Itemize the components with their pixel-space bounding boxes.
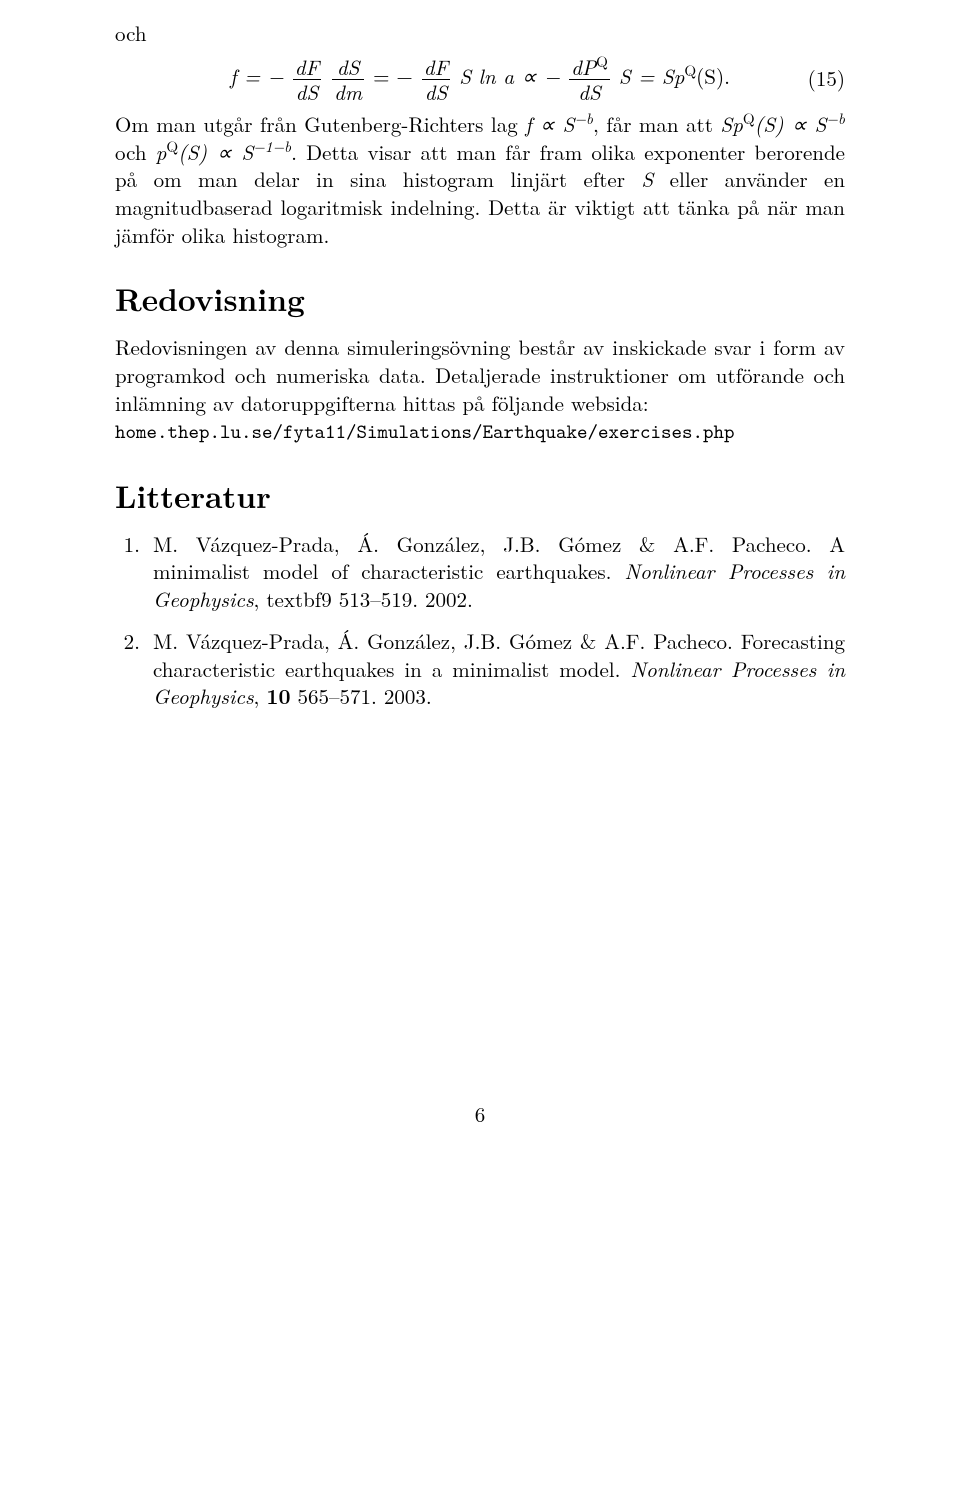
paragraph-1: Om man utgår från Gutenberg-Richters lag… [115, 111, 845, 250]
eq-rhs-sup: Q [684, 60, 696, 81]
eq-frac-1-bot: dS [293, 80, 321, 103]
ref2-vol: 10 [266, 681, 290, 711]
heading-redovisning: Redovisning [115, 279, 845, 320]
eq-eq1: = − [373, 61, 413, 91]
equation-number: (15) [790, 65, 845, 93]
page-number: 6 [115, 1101, 845, 1129]
eq-frac-2-bot: dm [332, 80, 364, 103]
eq-rhs-post: (S). [696, 61, 730, 91]
reference-list: M. Vázquez-Prada, Á. González, J.B. Góme… [115, 531, 845, 711]
eq-rhs-pre: S = Sp [619, 61, 684, 91]
eq-mid: S ln a ∝ − [459, 61, 560, 91]
p1-t3: , får man att [593, 109, 720, 139]
paragraph-2: Redovisningen av denna simuleringsövning… [115, 334, 845, 446]
eq-frac-4-top-sup: Q [596, 51, 608, 72]
p2-t1: Redovisningen av denna simuleringsövning… [115, 332, 845, 417]
p1-t8sup: −1−b [253, 136, 291, 157]
p1-t5sup: −b [826, 108, 845, 129]
p1-t7sup: Q [166, 136, 178, 157]
eq-frac-3: dF dS [422, 56, 450, 103]
p1-t4: Sp [720, 109, 743, 139]
p1-t10: S [641, 164, 653, 194]
eq-frac-4-bot: dS [569, 80, 610, 103]
eq-frac-4: dPQ dS [569, 56, 610, 103]
reference-item-2: M. Vázquez-Prada, Á. González, J.B. Góme… [147, 628, 845, 711]
p1-t8: (S) ∝ S [178, 137, 253, 167]
p1-t7: p [156, 137, 167, 167]
heading-litteratur: Litteratur [115, 476, 845, 517]
p1-t2sup: −b [574, 108, 593, 129]
p1-t6: och [115, 137, 156, 167]
ref2-rest-pre: , [254, 681, 267, 711]
equation-body: f = − dF dS dS dm = − dF dS S ln a ∝ − d… [170, 56, 790, 103]
ref1-rest: , textbf9 513–519. 2002. [254, 584, 473, 614]
equation-row: f = − dF dS dS dm = − dF dS S ln a ∝ − d… [115, 56, 845, 103]
p2-code: home.thep.lu.se/fyta11/Simulations/Earth… [115, 419, 735, 445]
intro-word: och [115, 20, 845, 48]
reference-item-1: M. Vázquez-Prada, Á. González, J.B. Góme… [147, 531, 845, 614]
ref1-authors: M. Vázquez-Prada, Á. González, J.B. Góme… [153, 529, 829, 559]
ref2-authors: M. Vázquez-Prada, Á. González, J.B. Góme… [153, 626, 741, 656]
p1-t4sup: Q [743, 108, 755, 129]
page: och f = − dF dS dS dm = − dF dS S ln a ∝… [0, 0, 960, 1129]
eq-lhs: f = − [230, 61, 284, 91]
eq-frac-1: dF dS [293, 56, 321, 103]
ref2-rest-post: 565–571. 2003. [291, 681, 432, 711]
p1-t1: Om man utgår från Gutenberg-Richters lag [115, 109, 525, 139]
eq-frac-3-bot: dS [422, 80, 450, 103]
eq-frac-2: dS dm [332, 56, 364, 103]
p1-t5: (S) ∝ S [755, 109, 827, 139]
p1-t2: f ∝ S [525, 109, 574, 139]
